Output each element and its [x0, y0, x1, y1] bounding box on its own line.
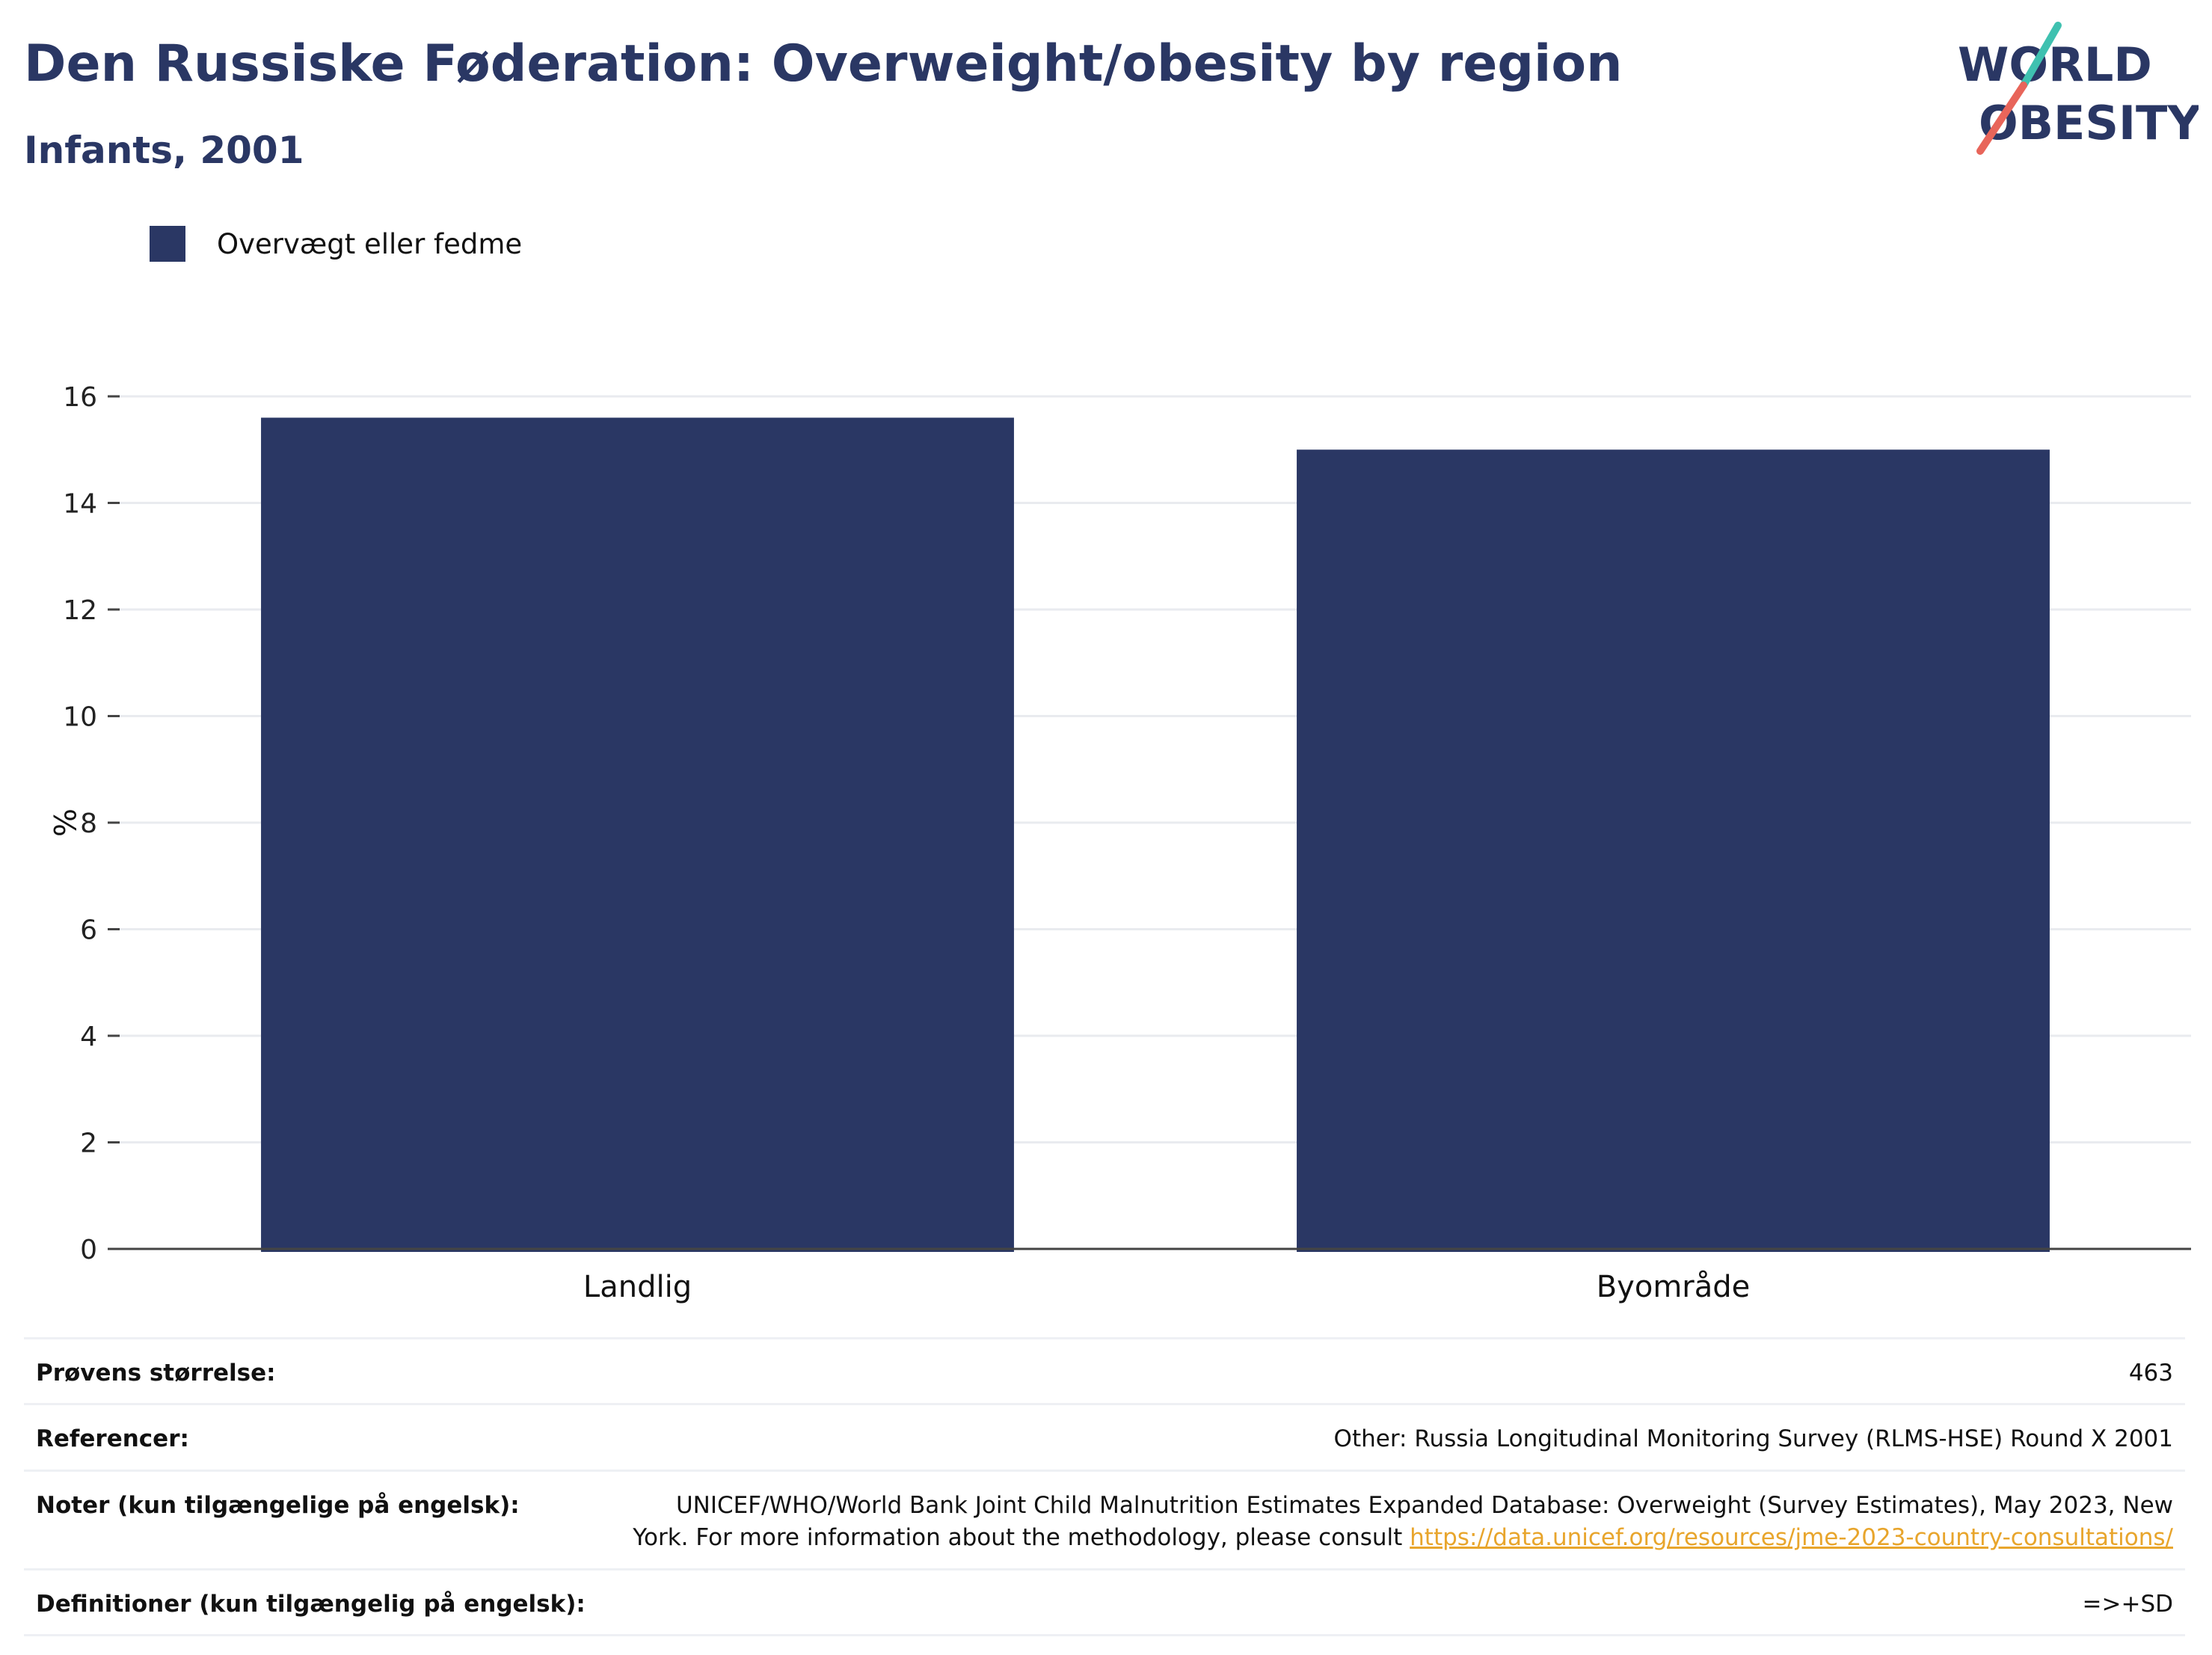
definitions-value: =>+SD [2082, 1590, 2173, 1618]
notes-value-wrap: UNICEF/WHO/World Bank Joint Child Malnut… [633, 1490, 2173, 1555]
logo-line1: WORLD [1958, 37, 2152, 92]
bar-landlig [261, 417, 1014, 1252]
info-row-references: Referencer: Other: Russia Longitudinal M… [24, 1403, 2185, 1469]
legend: Overvægt eller fedme [150, 224, 522, 263]
notes-link[interactable]: https://data.unicef.org/resources/jme-20… [1410, 1524, 2173, 1552]
info-row-sample-size: Prøvens størrelse: 463 [24, 1337, 2185, 1403]
y-axis-label: % [46, 808, 81, 837]
definitions-label: Definitioner (kun tilgængelig på engelsk… [36, 1590, 586, 1618]
y-tick-label: 6 [80, 915, 97, 946]
y-tick-label: 2 [80, 1129, 97, 1159]
references-value: Other: Russia Longitudinal Monitoring Su… [1333, 1425, 2173, 1453]
notes-label: Noter (kun tilgængelige på engelsk): [36, 1491, 520, 1519]
logo-line2: OBESITY [1979, 96, 2199, 150]
y-tick-label: 8 [80, 808, 97, 839]
y-tick-label: 12 [63, 595, 97, 626]
x-category-label: Byområde [1597, 1270, 1751, 1304]
chart-title: Den Russiske Føderation: Overweight/obes… [24, 34, 1623, 93]
info-table: Prøvens størrelse: 463 Referencer: Other… [24, 1337, 2185, 1636]
y-tick-label: 16 [63, 382, 97, 413]
legend-swatch [150, 226, 185, 262]
sample-size-label: Prøvens størrelse: [36, 1360, 276, 1387]
bar-chart: 0 2 4 6 8 10 12 14 16 Landlig Byområde% [46, 382, 2191, 1304]
y-tick-label: 10 [63, 702, 97, 733]
logo-slash-top [2020, 22, 2062, 89]
info-row-notes: Noter (kun tilgængelige på engelsk): UNI… [24, 1469, 2185, 1568]
y-tick-label: 14 [63, 489, 97, 520]
logo-slash-bottom [1976, 82, 2027, 155]
legend-label: Overvægt eller fedme [217, 227, 523, 260]
references-label: Referencer: [36, 1425, 189, 1453]
notes-value: UNICEF/WHO/World Bank Joint Child Malnut… [633, 1491, 2173, 1552]
sample-size-value: 463 [2128, 1360, 2173, 1387]
chart-subtitle: Infants, 2001 [24, 129, 304, 172]
bar-byområde [1297, 449, 2050, 1252]
y-tick-label: 0 [80, 1235, 97, 1265]
y-tick-label: 4 [80, 1022, 97, 1052]
x-category-label: Landlig [583, 1270, 692, 1304]
info-row-definitions: Definitioner (kun tilgængelig på engelsk… [24, 1568, 2185, 1636]
world-obesity-logo: WORLD OBESITY [1958, 22, 2199, 155]
